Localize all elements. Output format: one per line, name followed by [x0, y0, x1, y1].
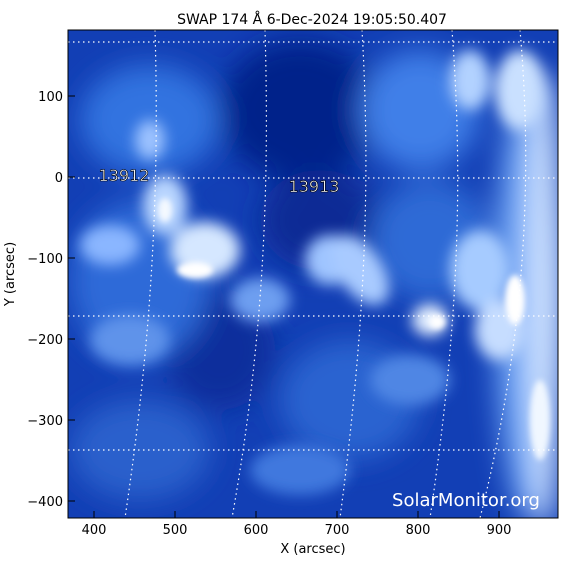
loop-structures: [80, 50, 545, 495]
longitude-line: [339, 30, 367, 518]
longitude-line: [124, 30, 157, 518]
x-tick-label: 700: [325, 523, 350, 538]
longitude-line: [429, 30, 459, 518]
heliographic-grid: [68, 30, 558, 518]
region-label: 13913: [289, 177, 340, 196]
image-title: SWAP 174 Å 6-Dec-2024 19:05:50.407: [177, 11, 447, 28]
y-tick-label: 0: [55, 171, 63, 186]
x-tick-label: 500: [163, 523, 188, 538]
y-tick-label: −400: [27, 495, 63, 510]
x-tick-label: 600: [244, 523, 269, 538]
plot-frame: [67, 29, 559, 519]
y-tick-label: −200: [27, 333, 63, 348]
x-tick-label: 400: [82, 523, 107, 538]
region-label: 13912: [99, 166, 150, 185]
longitude-line: [231, 30, 267, 518]
x-axis-labels: 400 500 600 700 800 900: [82, 523, 512, 538]
x-axis-ticks: [93, 511, 500, 518]
solar-euv-image: [68, 30, 558, 518]
x-tick-label: 900: [487, 523, 512, 538]
y-tick-label: −100: [27, 252, 63, 267]
watermark: SolarMonitor.org: [392, 490, 540, 511]
y-tick-label: −300: [27, 414, 63, 429]
y-axis-ticks: [68, 95, 75, 502]
y-axis-title: Y (arcsec): [3, 242, 18, 307]
x-axis-title: X (arcsec): [280, 542, 345, 557]
y-tick-label: 100: [38, 90, 63, 105]
y-axis-labels: 100 0 −100 −200 −300 −400: [27, 90, 63, 510]
x-tick-label: 800: [406, 523, 431, 538]
bright-kernels: [158, 198, 550, 460]
